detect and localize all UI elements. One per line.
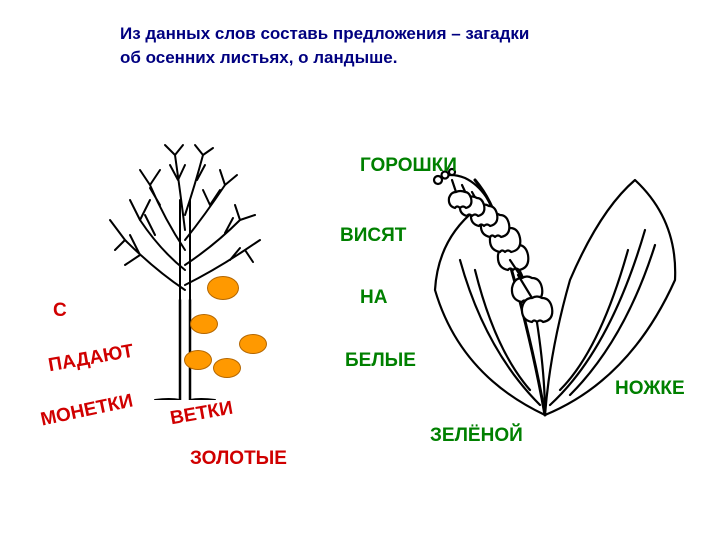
instruction-title: Из данных слов составь предложения – заг… [120, 22, 640, 70]
coin-3 [184, 350, 212, 370]
coin-2 [190, 314, 218, 334]
word-nozhke: НОЖКЕ [615, 378, 685, 400]
word-na: НА [360, 287, 387, 309]
word-goroshki: ГОРОШКИ [360, 155, 457, 177]
word-visyat: ВИСЯТ [340, 225, 406, 247]
title-line-2: об осенних листьях, о ландыше. [120, 48, 397, 67]
word-s: С [53, 300, 67, 322]
title-line-1: Из данных слов составь предложения – заг… [120, 24, 529, 43]
word-belye: БЕЛЫЕ [345, 350, 416, 372]
coin-4 [213, 358, 241, 378]
word-zolotye: ЗОЛОТЫЕ [190, 448, 287, 470]
word-zelenoy: ЗЕЛЁНОЙ [430, 425, 523, 447]
coin-5 [239, 334, 267, 354]
coin-1 [207, 276, 239, 300]
word-vetki: ВЕТКИ [169, 398, 235, 431]
